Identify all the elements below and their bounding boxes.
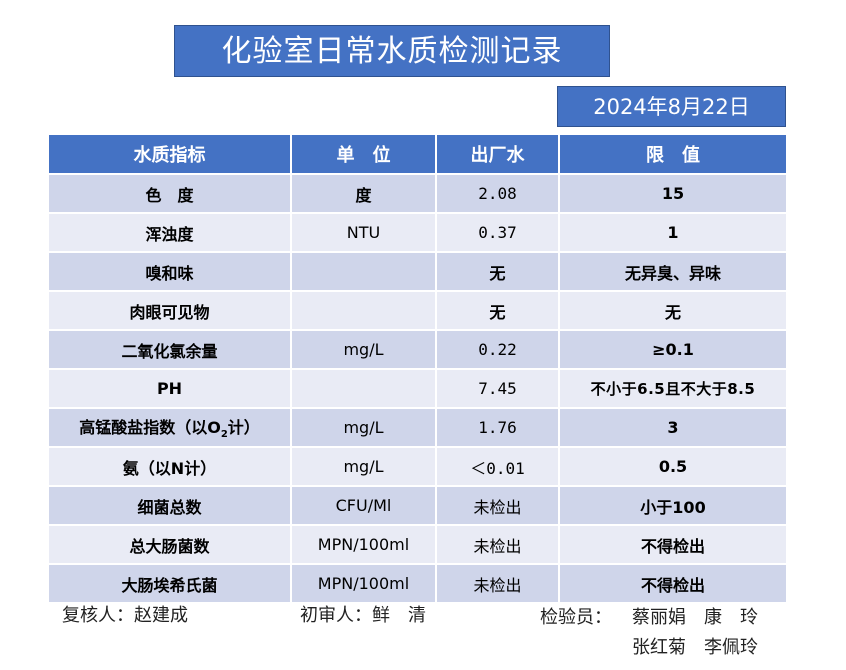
- indicator-subscript: 2: [220, 429, 228, 441]
- cell-unit: NTU: [290, 212, 437, 253]
- table-row: PH 7.45 不小于6.5且不大于8.5: [47, 368, 788, 409]
- cell-limit: 不小于6.5且不大于8.5: [558, 368, 788, 409]
- cell-limit: 1: [558, 212, 788, 253]
- cell-value: 未检出: [435, 524, 560, 565]
- cell-unit: 度: [290, 173, 437, 214]
- cell-indicator: 大肠埃希氏菌: [47, 563, 292, 604]
- cell-value: 2.08: [435, 173, 560, 214]
- inspector-label: 检验员：: [540, 607, 612, 628]
- table-row: 高锰酸盐指数（以O2计） mg/L 1.76 3: [47, 407, 788, 448]
- cell-value: 0.37: [435, 212, 560, 253]
- header-unit: 单 位: [290, 133, 437, 175]
- table-header-row: 水质指标 单 位 出厂水 限 值: [47, 133, 788, 175]
- indicator-text: 高锰酸盐指数（以O: [79, 418, 221, 438]
- cell-limit: 无异臭、异味: [558, 251, 788, 292]
- cell-value: 0.22: [435, 329, 560, 370]
- cell-limit: 无: [558, 290, 788, 331]
- cell-indicator: 高锰酸盐指数（以O2计）: [47, 407, 292, 448]
- page-title: 化验室日常水质检测记录: [174, 25, 610, 77]
- cell-indicator: 二氧化氯余量: [47, 329, 292, 370]
- table-row: 细菌总数 CFU/Ml 未检出 小于100: [47, 485, 788, 526]
- cell-indicator: 氨（以N计）: [47, 446, 292, 487]
- cell-value: 无: [435, 251, 560, 292]
- table-row: 氨（以N计） mg/L ＜0.01 0.5: [47, 446, 788, 487]
- cell-value: ＜0.01: [435, 446, 560, 487]
- inspector-names-line2: 张红菊 李佩玲: [632, 637, 758, 658]
- cell-limit: ≥0.1: [558, 329, 788, 370]
- cell-unit: mg/L: [290, 407, 437, 448]
- cell-limit: 15: [558, 173, 788, 214]
- cell-value: 无: [435, 290, 560, 331]
- header-indicator: 水质指标: [47, 133, 292, 175]
- cell-unit: [290, 290, 437, 331]
- cell-unit: MPN/100ml: [290, 524, 437, 565]
- cell-unit: mg/L: [290, 446, 437, 487]
- cell-limit: 3: [558, 407, 788, 448]
- cell-limit: 不得检出: [558, 524, 788, 565]
- cell-value: 1.76: [435, 407, 560, 448]
- table-row: 浑浊度 NTU 0.37 1: [47, 212, 788, 253]
- date-label: 2024年8月22日: [557, 86, 786, 127]
- cell-indicator: 肉眼可见物: [47, 290, 292, 331]
- cell-indicator: 浑浊度: [47, 212, 292, 253]
- cell-limit: 不得检出: [558, 563, 788, 604]
- cell-unit: [290, 251, 437, 292]
- cell-indicator: PH: [47, 368, 292, 409]
- water-quality-table: 水质指标 单 位 出厂水 限 值 色 度 度 2.08 15 浑浊度 NTU 0…: [47, 133, 788, 604]
- table-row: 二氧化氯余量 mg/L 0.22 ≥0.1: [47, 329, 788, 370]
- indicator-text-end: 计）: [227, 418, 260, 438]
- cell-unit: MPN/100ml: [290, 563, 437, 604]
- cell-value: 未检出: [435, 485, 560, 526]
- reviewer-signature: 复核人：赵建成: [62, 605, 188, 626]
- cell-indicator: 色 度: [47, 173, 292, 214]
- cell-limit: 0.5: [558, 446, 788, 487]
- header-factory-water: 出厂水: [435, 133, 560, 175]
- table-row: 总大肠菌数 MPN/100ml 未检出 不得检出: [47, 524, 788, 565]
- cell-limit: 小于100: [558, 485, 788, 526]
- cell-unit: CFU/Ml: [290, 485, 437, 526]
- table-row: 色 度 度 2.08 15: [47, 173, 788, 214]
- inspector-names-line1: 蔡丽娟 康 玲: [632, 607, 758, 628]
- table-row: 大肠埃希氏菌 MPN/100ml 未检出 不得检出: [47, 563, 788, 604]
- cell-indicator: 总大肠菌数: [47, 524, 292, 565]
- cell-value: 未检出: [435, 563, 560, 604]
- table-row: 嗅和味 无 无异臭、异味: [47, 251, 788, 292]
- checker-signature: 初审人：鲜 清: [300, 605, 426, 626]
- cell-value: 7.45: [435, 368, 560, 409]
- table-row: 肉眼可见物 无 无: [47, 290, 788, 331]
- cell-indicator: 嗅和味: [47, 251, 292, 292]
- cell-indicator: 细菌总数: [47, 485, 292, 526]
- cell-unit: mg/L: [290, 329, 437, 370]
- cell-unit: [290, 368, 437, 409]
- header-limit: 限 值: [558, 133, 788, 175]
